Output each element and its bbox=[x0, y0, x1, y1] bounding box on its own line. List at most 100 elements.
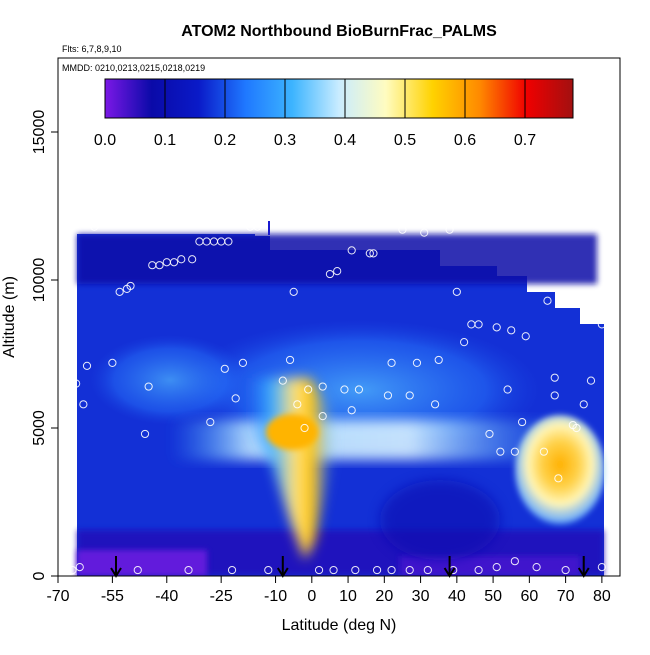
colorbar-tick-label: 0.4 bbox=[334, 132, 356, 149]
x-tick-label: 40 bbox=[448, 588, 466, 605]
x-tick-label: -25 bbox=[210, 588, 233, 605]
observation-point bbox=[543, 296, 552, 305]
colorbar-rect bbox=[104, 78, 574, 119]
observation-point bbox=[496, 447, 505, 456]
observation-point bbox=[285, 355, 295, 365]
observation-point bbox=[434, 355, 443, 365]
observation-point bbox=[532, 563, 541, 572]
profile-arrow-head bbox=[443, 567, 456, 578]
observation-point bbox=[474, 565, 483, 575]
colorbar-ticks: 0.0 0.1 0.2 0.3 0.4 0.5 0.6 0.7 bbox=[94, 79, 536, 149]
x-tick-label: -40 bbox=[155, 588, 178, 605]
colorbar-tick-label: 0.1 bbox=[154, 132, 176, 149]
observation-point bbox=[347, 246, 356, 255]
observation-point bbox=[61, 565, 70, 575]
x-axis-label: Latitude (deg N) bbox=[282, 617, 397, 634]
observation-point bbox=[445, 225, 454, 234]
observation-point bbox=[126, 281, 135, 291]
observation-point bbox=[325, 269, 335, 279]
observation-point bbox=[474, 320, 483, 329]
observation-point bbox=[492, 323, 501, 332]
observation-point bbox=[72, 379, 81, 388]
y-tick-label: 15000 bbox=[31, 110, 48, 155]
subtitle-dates: MMDD: 0210,0213,0215,0218,0219 bbox=[62, 63, 205, 73]
x-tick-label: 80 bbox=[593, 588, 611, 605]
observation-point bbox=[452, 287, 461, 296]
x-tick-label: 10 bbox=[339, 588, 357, 605]
observation-point bbox=[318, 412, 327, 421]
observation-point bbox=[485, 429, 494, 439]
observation-point bbox=[300, 423, 309, 433]
observation-point bbox=[387, 358, 396, 367]
field-surface-purple bbox=[77, 550, 207, 576]
observation-point bbox=[597, 563, 606, 572]
observation-point bbox=[412, 358, 422, 367]
x-tick-label: 0 bbox=[307, 588, 316, 605]
colorbar-tick-label: 0.3 bbox=[274, 132, 296, 149]
field-band bbox=[170, 420, 570, 460]
observation-point bbox=[510, 557, 519, 566]
observation-markers bbox=[58, 219, 606, 575]
observation-point bbox=[246, 222, 255, 231]
observation-point bbox=[351, 565, 360, 575]
observation-point bbox=[550, 391, 559, 400]
heatmap-field bbox=[77, 221, 605, 576]
colorbar-tick-label: 0.6 bbox=[454, 132, 476, 149]
x-tick-label: -10 bbox=[264, 588, 287, 605]
x-tick-label: 70 bbox=[557, 588, 575, 605]
observation-point bbox=[206, 417, 215, 427]
observation-point bbox=[539, 447, 548, 456]
observation-point bbox=[561, 296, 570, 305]
x-tick-label: 60 bbox=[520, 588, 538, 605]
field-plume-north bbox=[515, 415, 605, 525]
observation-point bbox=[169, 258, 179, 267]
x-tick-label: 30 bbox=[412, 588, 430, 605]
colorbar-tick-label: 0.2 bbox=[214, 132, 236, 149]
observation-point bbox=[184, 565, 193, 575]
observation-point bbox=[155, 261, 164, 270]
observation-point bbox=[521, 332, 530, 341]
field-surface-purple-2 bbox=[400, 556, 580, 576]
observation-point bbox=[550, 373, 559, 382]
observation-point bbox=[314, 565, 324, 575]
observation-point bbox=[93, 219, 102, 228]
observation-point bbox=[597, 320, 606, 329]
observation-point bbox=[238, 358, 248, 367]
observation-point bbox=[188, 255, 197, 264]
observation-point bbox=[554, 474, 563, 483]
x-tick-label: -55 bbox=[101, 588, 124, 605]
observation-point bbox=[365, 249, 374, 258]
field-upper-dark bbox=[77, 234, 597, 284]
y-tick-label: 5000 bbox=[31, 410, 48, 446]
observation-point bbox=[510, 447, 519, 456]
observation-point bbox=[289, 287, 298, 296]
colorbar-tick-label: 0.7 bbox=[514, 132, 536, 149]
profile-arrow-head bbox=[276, 567, 289, 578]
x-tick-label: 20 bbox=[375, 588, 393, 605]
observation-point bbox=[224, 237, 233, 246]
observation-point bbox=[507, 326, 516, 335]
observation-point bbox=[423, 565, 432, 575]
observation-point bbox=[227, 565, 237, 575]
observation-point bbox=[561, 565, 570, 575]
y-axis-label: Altitude (m) bbox=[1, 276, 18, 358]
observation-point bbox=[369, 249, 378, 258]
observation-point bbox=[405, 391, 414, 400]
observation-point bbox=[304, 385, 313, 394]
profile-arrow-head bbox=[577, 567, 590, 578]
observation-point bbox=[405, 565, 414, 575]
observation-point bbox=[108, 358, 117, 367]
observation-point bbox=[61, 258, 70, 267]
observation-point bbox=[430, 400, 440, 409]
observation-point bbox=[503, 385, 512, 394]
observation-point bbox=[293, 400, 302, 409]
observation-point bbox=[278, 376, 287, 385]
observation-point bbox=[220, 364, 229, 373]
observation-point bbox=[253, 222, 262, 231]
observation-point bbox=[387, 565, 396, 575]
observation-point bbox=[347, 406, 356, 415]
y-axis: 0 5000 10000 15000 bbox=[31, 110, 58, 580]
x-tick-label: -70 bbox=[46, 588, 69, 605]
